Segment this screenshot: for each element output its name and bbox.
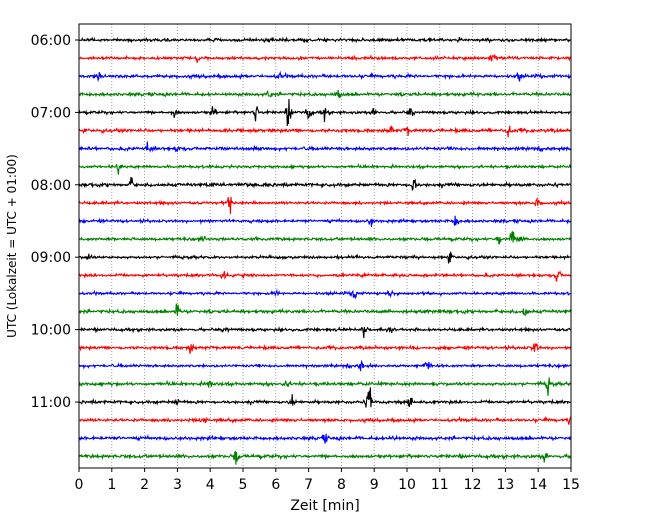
x-tick-label: 1 [107, 477, 116, 493]
x-tick-label: 9 [370, 477, 379, 493]
x-tick-label: 14 [529, 477, 547, 493]
y-axis-label: UTC (Lokalzeit = UTC + 01:00) [5, 154, 19, 338]
trace-0945 [78, 303, 572, 317]
x-axis-ticks: 0 1 2 3 4 5 6 7 8 9 10 11 12 13 14 15 [75, 468, 580, 493]
trace-1000 [78, 326, 572, 339]
trace-0745 [78, 162, 572, 175]
seismogram-traces [78, 36, 572, 465]
x-tick-label: 11 [431, 477, 449, 493]
trace-0845 [78, 230, 572, 245]
y-tick-label: 11:00 [31, 395, 71, 411]
trace-0600 [78, 36, 572, 44]
trace-1045 [78, 377, 572, 396]
x-tick-label: 4 [206, 477, 215, 493]
x-tick-label: 12 [464, 477, 482, 493]
x-tick-label: 8 [337, 477, 346, 493]
trace-1130 [78, 433, 572, 444]
trace-0730 [78, 141, 572, 153]
trace-0645 [78, 89, 572, 99]
trace-0830 [78, 215, 572, 228]
trace-0615 [78, 53, 572, 63]
y-tick-label: 06:00 [31, 33, 71, 49]
trace-0800 [78, 176, 572, 191]
x-tick-label: 7 [304, 477, 313, 493]
x-tick-label: 0 [75, 477, 84, 493]
trace-0715 [78, 125, 572, 138]
trace-1015 [78, 343, 572, 354]
x-tick-label: 13 [496, 477, 514, 493]
trace-0630 [78, 70, 572, 83]
x-tick-label: 3 [173, 477, 182, 493]
y-tick-label: 07:00 [31, 105, 71, 121]
x-tick-label: 2 [140, 477, 149, 493]
y-tick-label: 08:00 [31, 178, 71, 194]
x-tick-label: 5 [239, 477, 248, 493]
y-tick-label: 10:00 [31, 323, 71, 339]
trace-1030 [78, 359, 572, 372]
trace-1145 [78, 450, 572, 465]
y-tick-label: 09:00 [31, 250, 71, 266]
trace-0815 [78, 196, 572, 215]
y-axis-ticks: 06:00 07:00 08:00 09:00 10:00 11:00 [31, 33, 79, 411]
x-tick-label: 15 [562, 477, 580, 493]
grid-lines [111, 24, 539, 468]
trace-0915 [78, 270, 572, 282]
trace-0900 [78, 251, 572, 264]
trace-0930 [78, 288, 572, 300]
trace-1115 [78, 415, 572, 425]
x-tick-label: 10 [398, 477, 416, 493]
x-axis-label: Zeit [min] [290, 498, 359, 514]
trace-0700 [78, 99, 572, 126]
trace-1100 [78, 387, 572, 408]
plot-frame [78, 23, 572, 469]
x-tick-label: 6 [271, 477, 280, 493]
